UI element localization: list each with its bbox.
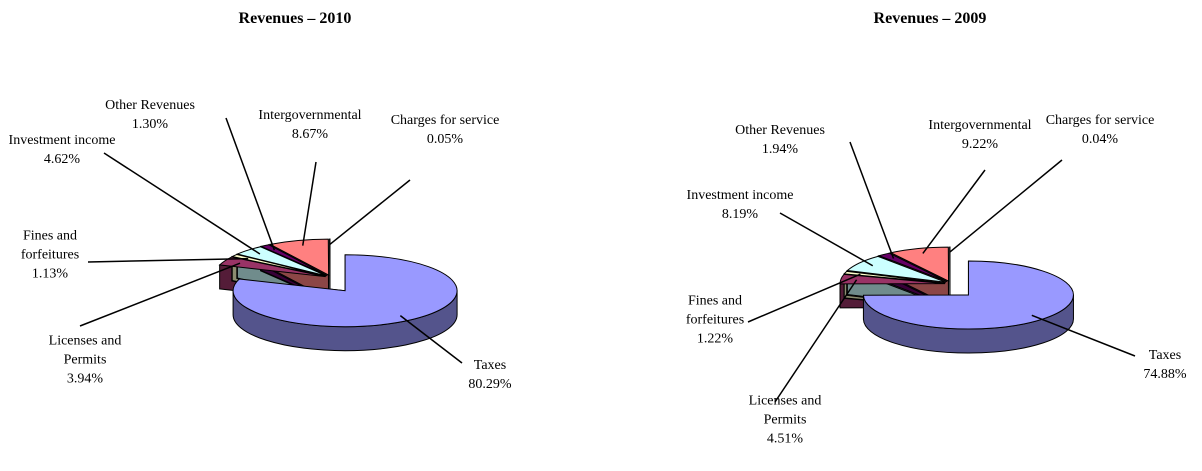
- category-label: Taxes: [473, 358, 507, 373]
- slice: [877, 252, 948, 283]
- slice-label: Taxes 74.88%: [1109, 346, 1202, 384]
- category-label: Licenses and Permits: [748, 393, 822, 428]
- slice: [839, 273, 946, 285]
- pie: [839, 246, 1074, 354]
- leader-line: [399, 315, 463, 364]
- leader-line: [1031, 314, 1136, 357]
- slice-label: Licenses and Permits 3.94%: [29, 332, 141, 389]
- category-label: Fines and forfeitures: [685, 293, 745, 328]
- slice-label: Investment income 4.62%: [6, 131, 118, 169]
- category-label: Taxes: [1148, 348, 1182, 363]
- leader-line: [329, 179, 411, 245]
- slice-label: Intergovernmental 9.22%: [924, 116, 1036, 154]
- slice-label: Other Revenues 1.30%: [94, 96, 206, 134]
- slice-label: Taxes 80.29%: [434, 356, 546, 394]
- slice: [230, 253, 327, 277]
- value-label: 1.94%: [761, 142, 799, 157]
- value-label: 4.51%: [766, 431, 804, 447]
- value-label: 1.13%: [31, 266, 69, 282]
- slice-label: Fines and forfeitures 1.22%: [659, 292, 771, 349]
- value-label: 0.04%: [1081, 132, 1119, 147]
- leader-line: [103, 152, 261, 255]
- leader-line: [87, 257, 249, 263]
- value-label: 1.22%: [696, 331, 734, 347]
- slice-label: Intergovernmental 8.67%: [254, 106, 366, 144]
- value-label: 80.29%: [468, 377, 512, 392]
- chart-title: Revenues – 2010: [238, 10, 352, 27]
- slice: [232, 254, 458, 328]
- leader-line: [779, 212, 874, 267]
- value-label: 0.05%: [426, 132, 464, 147]
- category-label: Charges for service: [1045, 113, 1155, 128]
- leader-line: [79, 262, 241, 327]
- category-label: Investment income: [686, 188, 794, 203]
- category-label: Investment income: [8, 133, 116, 148]
- category-label: Licenses and Permits: [48, 333, 122, 368]
- category-label: Fines and forfeitures: [20, 228, 80, 263]
- leader-line: [225, 117, 276, 251]
- slice-label: Fines and forfeitures 1.13%: [0, 227, 106, 284]
- slice-label: Licenses and Permits 4.51%: [729, 392, 841, 449]
- value-label: 74.88%: [1143, 367, 1187, 382]
- slice: [843, 270, 946, 284]
- value-label: 3.94%: [66, 371, 104, 387]
- leader-line: [922, 169, 986, 254]
- category-label: Other Revenues: [735, 123, 825, 138]
- value-label: 8.19%: [721, 207, 759, 222]
- category-label: Charges for service: [390, 113, 500, 128]
- value-label: 8.67%: [291, 127, 329, 142]
- chart-title: Revenues – 2009: [873, 10, 987, 27]
- pie: [218, 238, 458, 352]
- category-label: Other Revenues: [105, 98, 195, 113]
- slice-label: Charges for service 0.05%: [389, 111, 501, 149]
- leader-line: [774, 279, 858, 403]
- value-label: 9.22%: [961, 137, 999, 152]
- leader-line: [747, 273, 861, 323]
- leader-line: [302, 161, 317, 246]
- slice-label: Investment income 8.19%: [684, 186, 796, 224]
- slice: [259, 244, 328, 276]
- value-label: 1.30%: [131, 117, 169, 132]
- leader-line: [949, 159, 1063, 253]
- value-label: 4.62%: [43, 152, 81, 167]
- category-label: Intergovernmental: [258, 108, 362, 123]
- slice-label: Other Revenues 1.94%: [724, 121, 836, 159]
- category-label: Intergovernmental: [928, 118, 1032, 133]
- slice-label: Charges for service 0.04%: [1044, 111, 1156, 149]
- slice: [846, 255, 947, 283]
- leader-line: [849, 141, 895, 259]
- slice: [862, 260, 1074, 330]
- slice: [268, 238, 330, 276]
